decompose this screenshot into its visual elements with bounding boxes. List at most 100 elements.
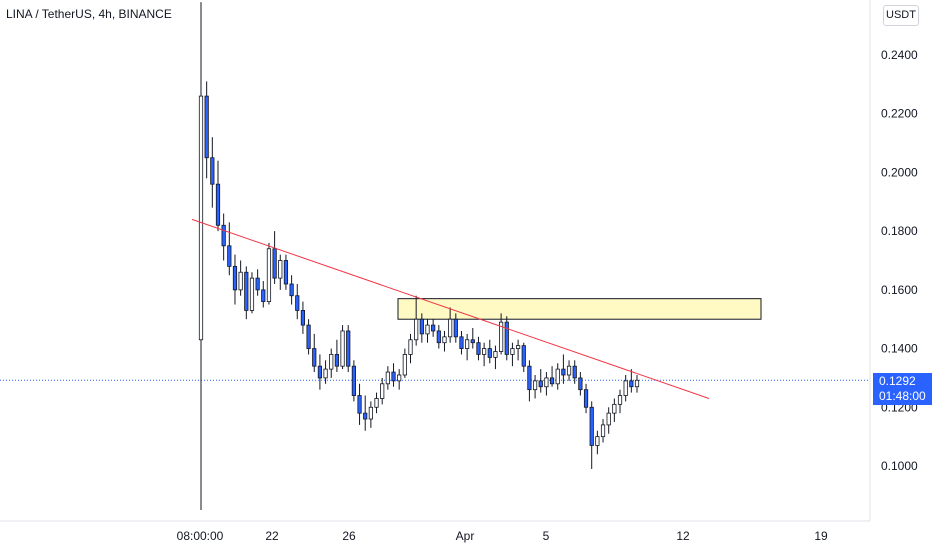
x-tick-label: 22 bbox=[265, 529, 279, 543]
candle-body bbox=[351, 365, 356, 396]
x-tick-label: 12 bbox=[676, 529, 690, 543]
y-tick-label: 0.2400 bbox=[881, 48, 918, 62]
candle-body bbox=[380, 383, 385, 399]
candle-body bbox=[221, 224, 226, 247]
last-price-value: 0.1292 bbox=[879, 374, 916, 388]
candle-body bbox=[448, 318, 453, 338]
candle-body bbox=[329, 354, 334, 370]
candle-body bbox=[357, 395, 362, 414]
candle-body bbox=[346, 330, 351, 367]
candle-body bbox=[323, 368, 328, 379]
candle-body bbox=[561, 368, 566, 376]
candle-body bbox=[306, 324, 311, 349]
candle-body bbox=[578, 377, 583, 391]
candle-body bbox=[238, 271, 243, 291]
candle-body bbox=[255, 277, 260, 291]
candle-body bbox=[385, 371, 390, 385]
price-axis[interactable]: 0.10000.12000.14000.16000.18000.20000.22… bbox=[881, 48, 918, 473]
y-tick-label: 0.2200 bbox=[881, 107, 918, 121]
candle-body bbox=[538, 380, 543, 388]
currency-button[interactable]: USDT bbox=[883, 5, 919, 26]
candle-body bbox=[453, 318, 458, 338]
candle-body bbox=[244, 271, 249, 311]
candle-body bbox=[266, 248, 272, 302]
candle-body bbox=[634, 379, 640, 388]
time-axis[interactable]: 08:00:00 22 26 Apr 5 12 19 bbox=[177, 529, 828, 543]
candles bbox=[198, 2, 640, 511]
x-tick-label: 26 bbox=[342, 529, 356, 543]
x-tick-label: 08:00:00 bbox=[177, 529, 224, 543]
candle-body bbox=[487, 348, 492, 358]
candle-body bbox=[470, 339, 475, 344]
bar-countdown: 01:48:00 bbox=[879, 389, 926, 403]
candle-body bbox=[515, 345, 521, 349]
candle-body bbox=[532, 380, 538, 391]
candle-body bbox=[425, 324, 430, 335]
candle-body bbox=[527, 365, 532, 391]
candle-body bbox=[459, 336, 464, 349]
candle-body bbox=[595, 436, 600, 446]
y-tick-label: 0.1000 bbox=[881, 459, 918, 473]
y-tick-label: 0.1800 bbox=[881, 224, 918, 238]
candle-body bbox=[521, 345, 526, 367]
candle-body bbox=[295, 295, 300, 311]
candle-body bbox=[374, 398, 379, 408]
x-tick-label: Apr bbox=[456, 529, 475, 543]
chart-title: LINA / TetherUS, 4h, BINANCE bbox=[6, 7, 172, 21]
candle-body bbox=[334, 354, 339, 367]
candle-body bbox=[249, 277, 255, 311]
candle-body bbox=[198, 95, 204, 341]
candle-body bbox=[227, 245, 232, 267]
candle-body bbox=[215, 183, 221, 226]
candle-body bbox=[368, 406, 373, 420]
x-tick-label: 19 bbox=[814, 529, 828, 543]
candle-body bbox=[612, 403, 617, 414]
candle-body bbox=[283, 260, 289, 285]
candle-body bbox=[589, 406, 594, 446]
candle-body bbox=[289, 283, 294, 297]
candle-body bbox=[549, 377, 555, 385]
candle-body bbox=[312, 348, 317, 367]
candle-body bbox=[600, 424, 606, 438]
candle-body bbox=[510, 348, 515, 355]
candle-body bbox=[583, 389, 589, 408]
candle-body bbox=[504, 321, 509, 355]
candle-body bbox=[544, 377, 549, 388]
y-tick-label: 0.2000 bbox=[881, 165, 918, 179]
candle-body bbox=[391, 371, 396, 382]
candle-body bbox=[629, 380, 634, 388]
candle-body bbox=[555, 368, 560, 385]
candle-body bbox=[606, 412, 611, 426]
candle-body bbox=[572, 365, 577, 379]
candle-body bbox=[499, 321, 504, 352]
candle-body bbox=[210, 157, 215, 185]
last-price-label: 0.1292 01:48:00 bbox=[873, 373, 932, 405]
candle-body bbox=[476, 342, 481, 355]
trendline[interactable] bbox=[191, 218, 710, 399]
candle-body bbox=[465, 339, 470, 349]
candle-body bbox=[493, 351, 498, 358]
candle-body bbox=[566, 365, 572, 376]
candle-body bbox=[261, 289, 266, 303]
candle-body bbox=[397, 374, 402, 382]
candle-body bbox=[340, 330, 345, 367]
candle-body bbox=[436, 330, 441, 344]
candle-body bbox=[482, 348, 487, 355]
candle-body bbox=[272, 248, 277, 279]
candle-body bbox=[317, 365, 323, 379]
candle-body bbox=[419, 318, 424, 335]
y-tick-label: 0.1400 bbox=[881, 342, 918, 356]
candle-body bbox=[442, 336, 447, 344]
candle-body bbox=[617, 395, 623, 405]
candle-body bbox=[232, 265, 238, 291]
candle-body bbox=[278, 260, 283, 279]
candle-body bbox=[431, 324, 436, 332]
candle-body bbox=[402, 354, 407, 376]
resistance-zone[interactable] bbox=[397, 298, 762, 320]
candle-body bbox=[204, 95, 209, 159]
candle-body bbox=[414, 318, 419, 341]
x-tick-label: 5 bbox=[543, 529, 550, 543]
candle-body bbox=[300, 310, 306, 326]
